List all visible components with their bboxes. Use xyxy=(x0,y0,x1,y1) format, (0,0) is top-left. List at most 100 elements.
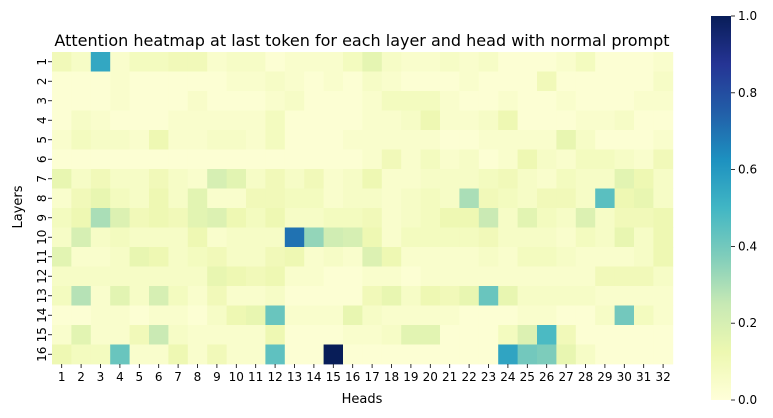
heatmap-cell xyxy=(207,247,227,267)
heatmap-cell xyxy=(110,227,130,248)
heatmap-cell xyxy=(575,286,596,306)
heatmap-cell xyxy=(653,344,674,365)
heatmap-cell xyxy=(90,71,111,92)
heatmap-cell xyxy=(595,208,615,228)
x-tick-label: 18 xyxy=(384,370,399,384)
y-tick-label: 6 xyxy=(35,155,49,163)
x-tick-label: 5 xyxy=(135,370,143,384)
heatmap-cell xyxy=(323,227,344,248)
heatmap-cell xyxy=(459,169,480,189)
heatmap-cell xyxy=(323,169,344,189)
heatmap-cell xyxy=(168,91,189,111)
heatmap-cell xyxy=(517,344,538,365)
heatmap-cell xyxy=(129,169,150,189)
heatmap-cell xyxy=(517,149,538,170)
heatmap-cell xyxy=(187,110,208,131)
heatmap-cell xyxy=(246,247,266,267)
heatmap-cell xyxy=(362,227,383,248)
heatmap-cell xyxy=(284,305,305,326)
heatmap-cell xyxy=(653,110,674,131)
heatmap-cell xyxy=(71,247,92,267)
heatmap-cell xyxy=(381,130,402,150)
heatmap-cell xyxy=(653,208,674,228)
heatmap-cell xyxy=(284,208,305,228)
heatmap-cell xyxy=(323,110,344,131)
heatmap-cell xyxy=(459,110,480,131)
heatmap-cell xyxy=(478,266,499,287)
heatmap-cell xyxy=(478,110,499,131)
heatmap-cell xyxy=(537,325,557,345)
heatmap-cell xyxy=(381,286,402,306)
heatmap-cell xyxy=(498,305,518,326)
heatmap-cell xyxy=(498,344,518,365)
heatmap-cell xyxy=(420,188,441,209)
heatmap-cell xyxy=(284,325,305,345)
heatmap-cell xyxy=(343,149,363,170)
heatmap-cell xyxy=(129,227,150,248)
y-tick-label: 16 xyxy=(35,347,49,362)
heatmap-cell xyxy=(304,344,324,365)
heatmap-cell xyxy=(52,344,72,365)
heatmap-cell xyxy=(420,91,441,111)
heatmap-cell xyxy=(575,169,596,189)
y-tick-label: 15 xyxy=(35,327,49,342)
heatmap-cell xyxy=(556,188,577,209)
heatmap-cell xyxy=(614,344,635,365)
heatmap-cell xyxy=(323,305,344,326)
heatmap-cell xyxy=(459,325,480,345)
heatmap-cell xyxy=(110,169,130,189)
heatmap-cell xyxy=(323,325,344,345)
heatmap-cell xyxy=(362,208,383,228)
heatmap-cell xyxy=(401,91,421,111)
heatmap-cell xyxy=(401,188,421,209)
heatmap-cell xyxy=(595,91,615,111)
heatmap-cell xyxy=(459,91,480,111)
heatmap-cell xyxy=(381,188,402,209)
heatmap-cell xyxy=(149,344,169,365)
heatmap-cell xyxy=(614,247,635,267)
heatmap-cell xyxy=(187,266,208,287)
heatmap-cell xyxy=(381,169,402,189)
heatmap-cell xyxy=(440,266,460,287)
heatmap-cell xyxy=(226,110,247,131)
x-tick-label: 23 xyxy=(481,370,496,384)
heatmap-cell xyxy=(362,247,383,267)
heatmap-cell xyxy=(498,188,518,209)
heatmap-cell xyxy=(246,130,266,150)
heatmap-cell xyxy=(517,325,538,345)
heatmap-cell xyxy=(420,149,441,170)
heatmap-cell xyxy=(284,149,305,170)
heatmap-cell xyxy=(517,110,538,131)
heatmap-cell xyxy=(537,208,557,228)
heatmap-cell xyxy=(420,110,441,131)
heatmap-cell xyxy=(71,325,92,345)
heatmap-cell xyxy=(226,130,247,150)
heatmap-cell xyxy=(343,305,363,326)
heatmap-cell xyxy=(459,247,480,267)
heatmap-cell xyxy=(498,227,518,248)
heatmap-cell xyxy=(401,208,421,228)
heatmap-cell xyxy=(634,71,654,92)
heatmap-cell xyxy=(498,247,518,267)
heatmap-cell xyxy=(381,344,402,365)
heatmap-cell xyxy=(420,52,441,72)
heatmap-cell xyxy=(614,71,635,92)
heatmap-cell xyxy=(168,149,189,170)
heatmap-cell xyxy=(110,247,130,267)
heatmap-cell xyxy=(149,266,169,287)
heatmap-cell xyxy=(207,149,227,170)
heatmap-cell xyxy=(537,91,557,111)
x-tick-label: 17 xyxy=(364,370,379,384)
heatmap-cell xyxy=(634,344,654,365)
heatmap-cell xyxy=(614,227,635,248)
heatmap-cell xyxy=(362,286,383,306)
heatmap-cell xyxy=(381,266,402,287)
heatmap-cell xyxy=(226,305,247,326)
heatmap-cell xyxy=(187,286,208,306)
heatmap-cell xyxy=(537,344,557,365)
heatmap-cell xyxy=(90,149,111,170)
heatmap-cell xyxy=(265,149,286,170)
heatmap-cell xyxy=(595,169,615,189)
heatmap-cell xyxy=(575,305,596,326)
heatmap-cell xyxy=(246,325,266,345)
